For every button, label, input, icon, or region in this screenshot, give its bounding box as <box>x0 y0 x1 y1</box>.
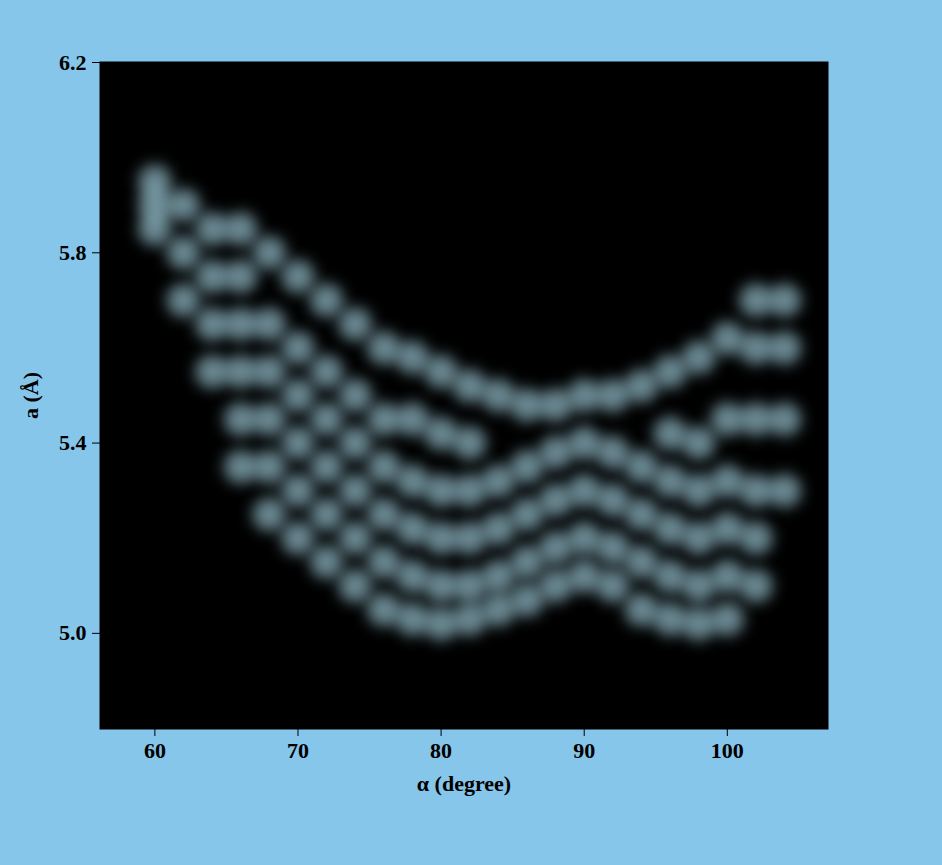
svg-text:a (Å): a (Å) <box>18 372 43 419</box>
svg-text:60: 60 <box>144 738 166 763</box>
svg-text:5.4: 5.4 <box>59 430 87 455</box>
svg-text:5.0: 5.0 <box>59 620 87 645</box>
svg-text:5.8: 5.8 <box>59 240 87 265</box>
svg-text:α (degree): α (degree) <box>417 771 511 796</box>
svg-text:70: 70 <box>287 738 309 763</box>
svg-text:100: 100 <box>711 738 744 763</box>
svg-text:90: 90 <box>573 738 595 763</box>
svg-text:80: 80 <box>430 738 452 763</box>
svg-text:6.2: 6.2 <box>59 50 87 75</box>
